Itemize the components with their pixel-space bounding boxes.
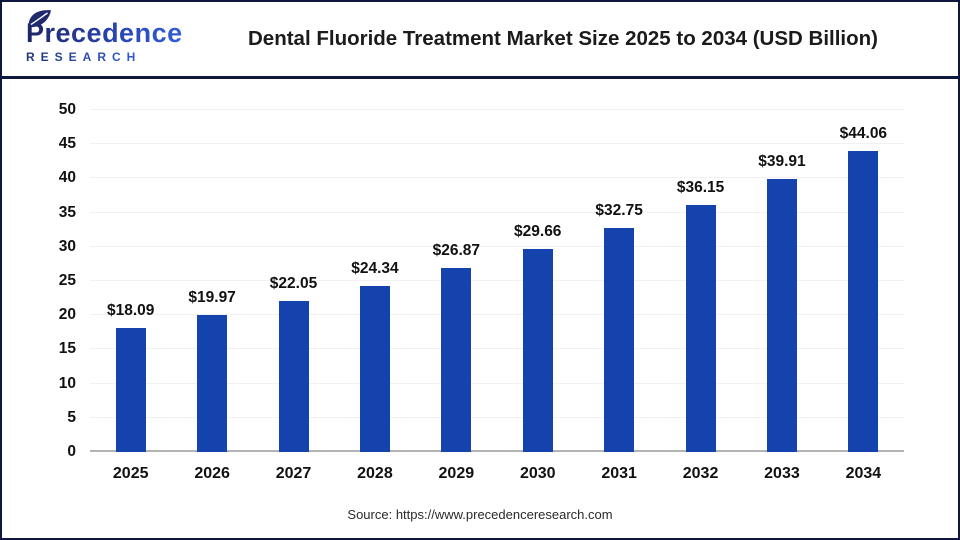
plot-area: $18.09 $19.97 $22.05 $24.34 $26.87 $29.66 $32.… xyxy=(90,109,904,452)
y-tick-label: 10 xyxy=(58,374,76,392)
bar-value-label: $18.09 xyxy=(106,302,155,320)
y-tick-label: 25 xyxy=(58,272,76,289)
x-tick-label: 2027 xyxy=(275,465,312,482)
y-tick-label: 50 xyxy=(58,101,76,118)
bar-value-label: $32.75 xyxy=(595,202,643,219)
gridline xyxy=(90,109,904,110)
y-tick-label: 40 xyxy=(58,169,76,187)
bar-2029[interactable] xyxy=(441,268,472,452)
brand-logo: Precedence RESEARCH xyxy=(26,10,222,64)
bar-group: $22.05 xyxy=(253,110,334,452)
bar-2028[interactable] xyxy=(359,285,390,452)
bar-value-label: $29.66 xyxy=(514,223,562,241)
y-tick-label: 30 xyxy=(58,237,76,255)
gridline xyxy=(90,348,904,350)
y-tick-label: 20 xyxy=(58,306,76,324)
bar-group: $39.91 xyxy=(741,110,822,452)
bar-2026[interactable] xyxy=(197,315,228,452)
bar-group: $29.66 xyxy=(497,110,578,452)
bar-group: $18.09 xyxy=(90,110,171,452)
x-tick-label: 2026 xyxy=(194,465,230,482)
bar-group: $44.06 xyxy=(823,110,904,452)
brand-name: Precedence xyxy=(26,18,222,48)
gridline xyxy=(90,143,904,145)
gridline xyxy=(90,177,904,179)
bar-2031[interactable] xyxy=(604,228,635,452)
bar-2033[interactable] xyxy=(766,179,797,452)
bar-group: $32.75 xyxy=(578,110,659,452)
bar-value-label: $22.05 xyxy=(269,275,318,293)
bar-group: $36.15 xyxy=(660,110,741,452)
x-axis-baseline xyxy=(90,450,904,452)
x-tick-label: 2030 xyxy=(519,465,556,482)
x-tick-label: 2032 xyxy=(682,465,719,482)
y-tick-label: 0 xyxy=(67,443,76,460)
bar-value-label: $26.87 xyxy=(432,242,481,260)
bar-2027[interactable] xyxy=(278,301,309,452)
gridlines xyxy=(90,109,904,452)
bar-series: $18.09 $19.97 $22.05 $24.34 $26.87 $29.66 $32.… xyxy=(90,110,904,452)
gridline xyxy=(90,245,904,247)
x-tick-label: 2025 xyxy=(112,465,149,482)
bar-value-label: $24.34 xyxy=(351,259,399,277)
chart-area: 0 5 10 15 20 25 30 35 40 45 50 $18.09 $19.97 $22.05 $… xyxy=(2,79,958,533)
x-tick-label: 2028 xyxy=(357,465,393,482)
bar-group: $19.97 xyxy=(171,110,252,452)
gridline xyxy=(90,314,904,316)
y-tick-label: 35 xyxy=(58,203,76,221)
bar-2025[interactable] xyxy=(115,328,146,452)
x-tick-label: 2034 xyxy=(845,465,882,482)
y-tick-label: 15 xyxy=(58,340,76,358)
bar-value-label: $39.91 xyxy=(758,153,806,171)
gridline xyxy=(90,416,904,418)
x-tick-label: 2031 xyxy=(601,465,637,482)
bar-value-label: $36.15 xyxy=(676,178,725,196)
y-tick-label: 45 xyxy=(58,135,76,153)
chart-title: Dental Fluoride Treatment Market Size 20… xyxy=(248,27,878,50)
source-citation: Source: https://www.precedenceresearch.c… xyxy=(347,507,613,522)
gridline xyxy=(90,382,904,384)
brand-subtitle: RESEARCH xyxy=(26,50,222,64)
gridline xyxy=(90,280,904,281)
x-axis-labels: 2025 2026 2027 2028 2029 2030 2031 2032 2033 2034 xyxy=(90,465,904,483)
x-tick-label: 2029 xyxy=(438,465,475,482)
y-axis-labels: 0 5 10 15 20 25 30 35 40 45 50 xyxy=(2,101,76,460)
y-tick-label: 5 xyxy=(67,408,76,426)
leaf-icon xyxy=(28,10,51,28)
gridline xyxy=(90,211,904,213)
bar-value-label: $19.97 xyxy=(188,289,236,307)
bar-2032[interactable] xyxy=(685,204,716,452)
bar-value-label: $44.06 xyxy=(839,124,888,142)
bar-group: $26.87 xyxy=(416,110,497,452)
bar-2030[interactable] xyxy=(522,249,553,452)
header: Precedence RESEARCH Dental Fluoride Trea… xyxy=(2,2,958,79)
bar-group: $24.34 xyxy=(334,110,415,452)
bar-2034[interactable] xyxy=(848,150,879,452)
x-tick-label: 2033 xyxy=(764,465,800,482)
